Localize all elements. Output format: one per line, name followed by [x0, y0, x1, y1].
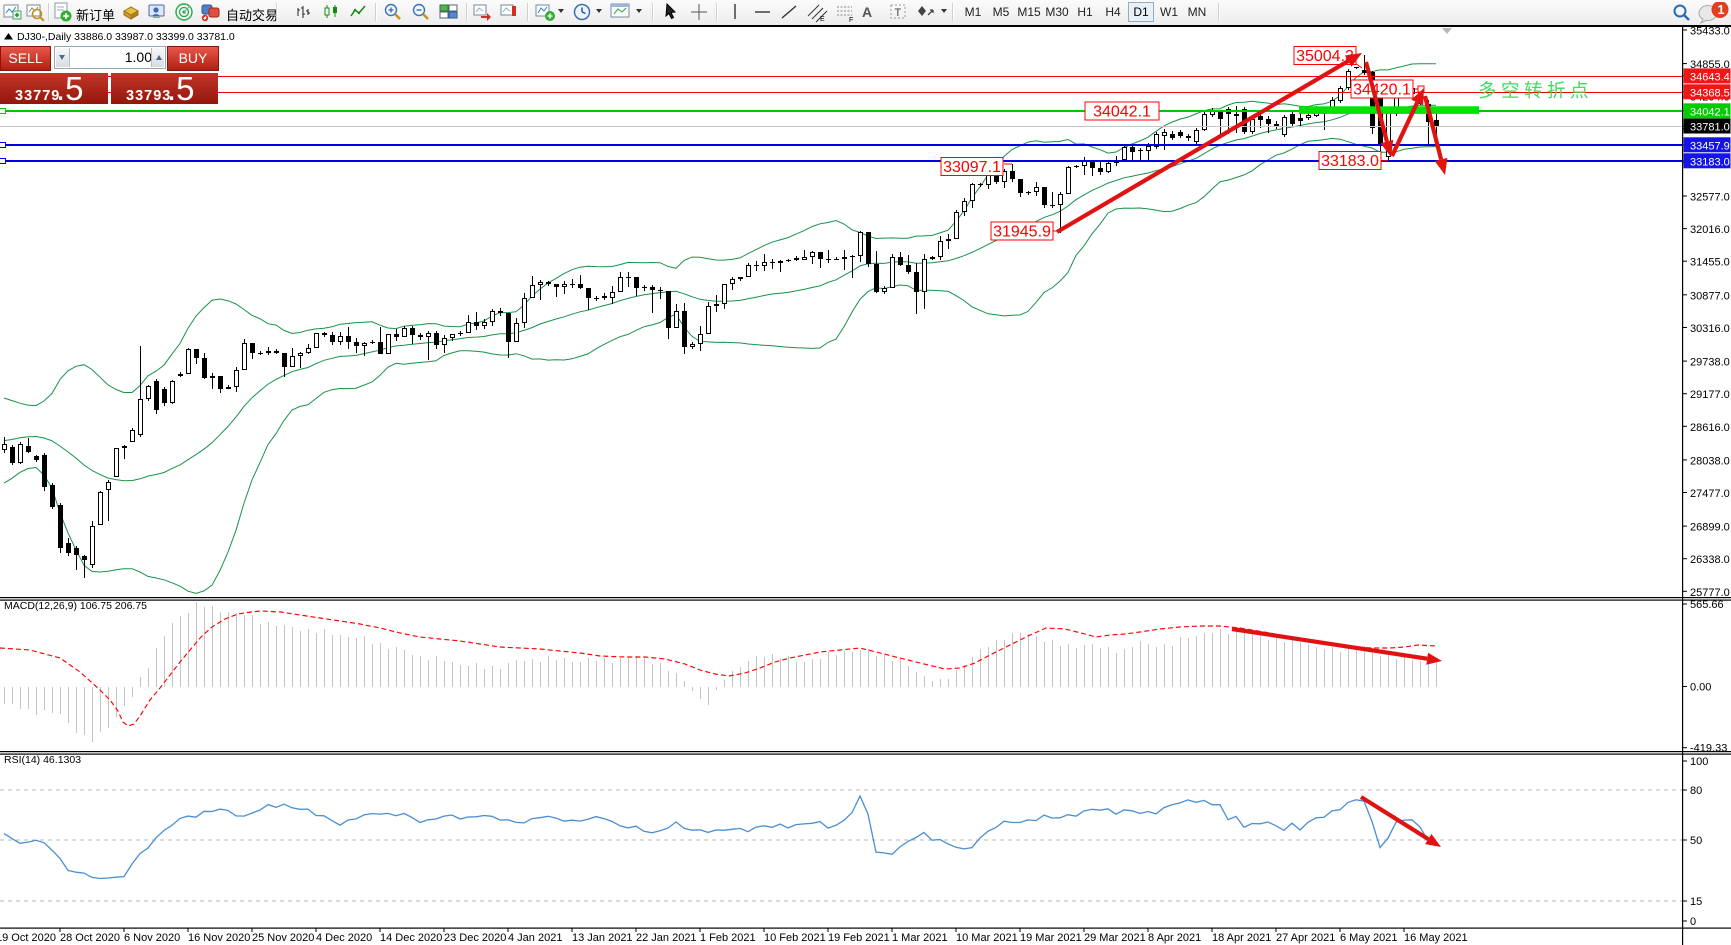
svg-text:15: 15: [1690, 896, 1702, 908]
svg-text:33183.0: 33183.0: [1321, 153, 1379, 170]
svg-text:RSI(14) 46.1303: RSI(14) 46.1303: [4, 754, 81, 766]
svg-text:565.66: 565.66: [1690, 599, 1724, 611]
svg-text:10 Feb 2021: 10 Feb 2021: [764, 932, 826, 944]
svg-text:19 Oct 2020: 19 Oct 2020: [0, 932, 56, 944]
svg-text:16 May 2021: 16 May 2021: [1404, 932, 1468, 944]
svg-text:32577.0: 32577.0: [1690, 192, 1730, 204]
svg-text:31945.9: 31945.9: [993, 224, 1051, 241]
svg-text:22 Jan 2021: 22 Jan 2021: [636, 932, 697, 944]
svg-text:29738.0: 29738.0: [1690, 357, 1730, 369]
svg-text:MACD(12,26,9) 106.75 206.75: MACD(12,26,9) 106.75 206.75: [4, 600, 147, 612]
svg-text:1: 1: [1718, 3, 1725, 17]
svg-text:29177.0: 29177.0: [1690, 389, 1730, 401]
svg-text:0.00: 0.00: [1690, 682, 1711, 694]
svg-text:10 Mar 2021: 10 Mar 2021: [956, 932, 1018, 944]
svg-text:28 Oct 2020: 28 Oct 2020: [60, 932, 120, 944]
svg-text:6 May 2021: 6 May 2021: [1340, 932, 1397, 944]
svg-text:31455.0: 31455.0: [1690, 257, 1730, 269]
svg-text:16 Nov 2020: 16 Nov 2020: [188, 932, 250, 944]
svg-text:33183.0: 33183.0: [1690, 156, 1730, 168]
svg-text:13 Jan 2021: 13 Jan 2021: [572, 932, 633, 944]
svg-text:28038.0: 28038.0: [1690, 455, 1730, 467]
svg-text:多空转折点: 多空转折点: [1478, 80, 1593, 101]
svg-text:35433.0: 35433.0: [1690, 26, 1730, 38]
svg-text:T: T: [895, 7, 902, 19]
svg-text:E: E: [820, 16, 825, 23]
svg-text:26899.0: 26899.0: [1690, 522, 1730, 534]
svg-text:14 Dec 2020: 14 Dec 2020: [380, 932, 442, 944]
svg-text:33457.9: 33457.9: [1690, 140, 1730, 152]
svg-text:34042.1: 34042.1: [1093, 104, 1151, 121]
svg-text:F: F: [849, 17, 853, 23]
svg-text:30877.0: 30877.0: [1690, 290, 1730, 302]
svg-text:1 Mar 2021: 1 Mar 2021: [892, 932, 948, 944]
svg-text:32016.0: 32016.0: [1690, 224, 1730, 236]
svg-text:34368.5: 34368.5: [1690, 87, 1730, 99]
svg-text:26338.0: 26338.0: [1690, 554, 1730, 566]
svg-text:8 Apr 2021: 8 Apr 2021: [1148, 932, 1201, 944]
svg-text:19 Mar 2021: 19 Mar 2021: [1020, 932, 1082, 944]
svg-text:27477.0: 27477.0: [1690, 488, 1730, 500]
svg-text:33781.0: 33781.0: [1690, 122, 1730, 134]
svg-text:34420.1: 34420.1: [1353, 82, 1411, 99]
svg-text:50: 50: [1690, 835, 1702, 847]
svg-text:1 Feb 2021: 1 Feb 2021: [700, 932, 756, 944]
svg-text:33097.1: 33097.1: [943, 159, 1001, 176]
svg-text:4 Jan 2021: 4 Jan 2021: [508, 932, 562, 944]
svg-text:0: 0: [1690, 916, 1696, 928]
svg-text:34643.4: 34643.4: [1690, 71, 1730, 83]
svg-text:34855.0: 34855.0: [1690, 59, 1730, 71]
svg-text:23 Dec 2020: 23 Dec 2020: [444, 932, 506, 944]
svg-text:35004.3: 35004.3: [1296, 48, 1354, 65]
svg-text:80: 80: [1690, 785, 1702, 797]
svg-text:18 Apr 2021: 18 Apr 2021: [1212, 932, 1271, 944]
svg-text:19 Feb 2021: 19 Feb 2021: [828, 932, 890, 944]
svg-text:6 Nov 2020: 6 Nov 2020: [124, 932, 180, 944]
svg-text:34042.1: 34042.1: [1690, 106, 1730, 118]
svg-text:DJ30-,Daily 33886.0 33987.0 3: DJ30-,Daily 33886.0 33987.0 33399.0 3378…: [17, 31, 235, 43]
svg-text:29 Mar 2021: 29 Mar 2021: [1084, 932, 1146, 944]
svg-text:25777.0: 25777.0: [1690, 587, 1730, 599]
svg-text:30316.0: 30316.0: [1690, 323, 1730, 335]
svg-text:4 Dec 2020: 4 Dec 2020: [316, 932, 372, 944]
svg-text:28616.0: 28616.0: [1690, 422, 1730, 434]
svg-text:25 Nov 2020: 25 Nov 2020: [252, 932, 314, 944]
svg-text:100: 100: [1690, 756, 1708, 768]
svg-text:27 Apr 2021: 27 Apr 2021: [1276, 932, 1335, 944]
svg-text:-419.33: -419.33: [1690, 743, 1727, 755]
